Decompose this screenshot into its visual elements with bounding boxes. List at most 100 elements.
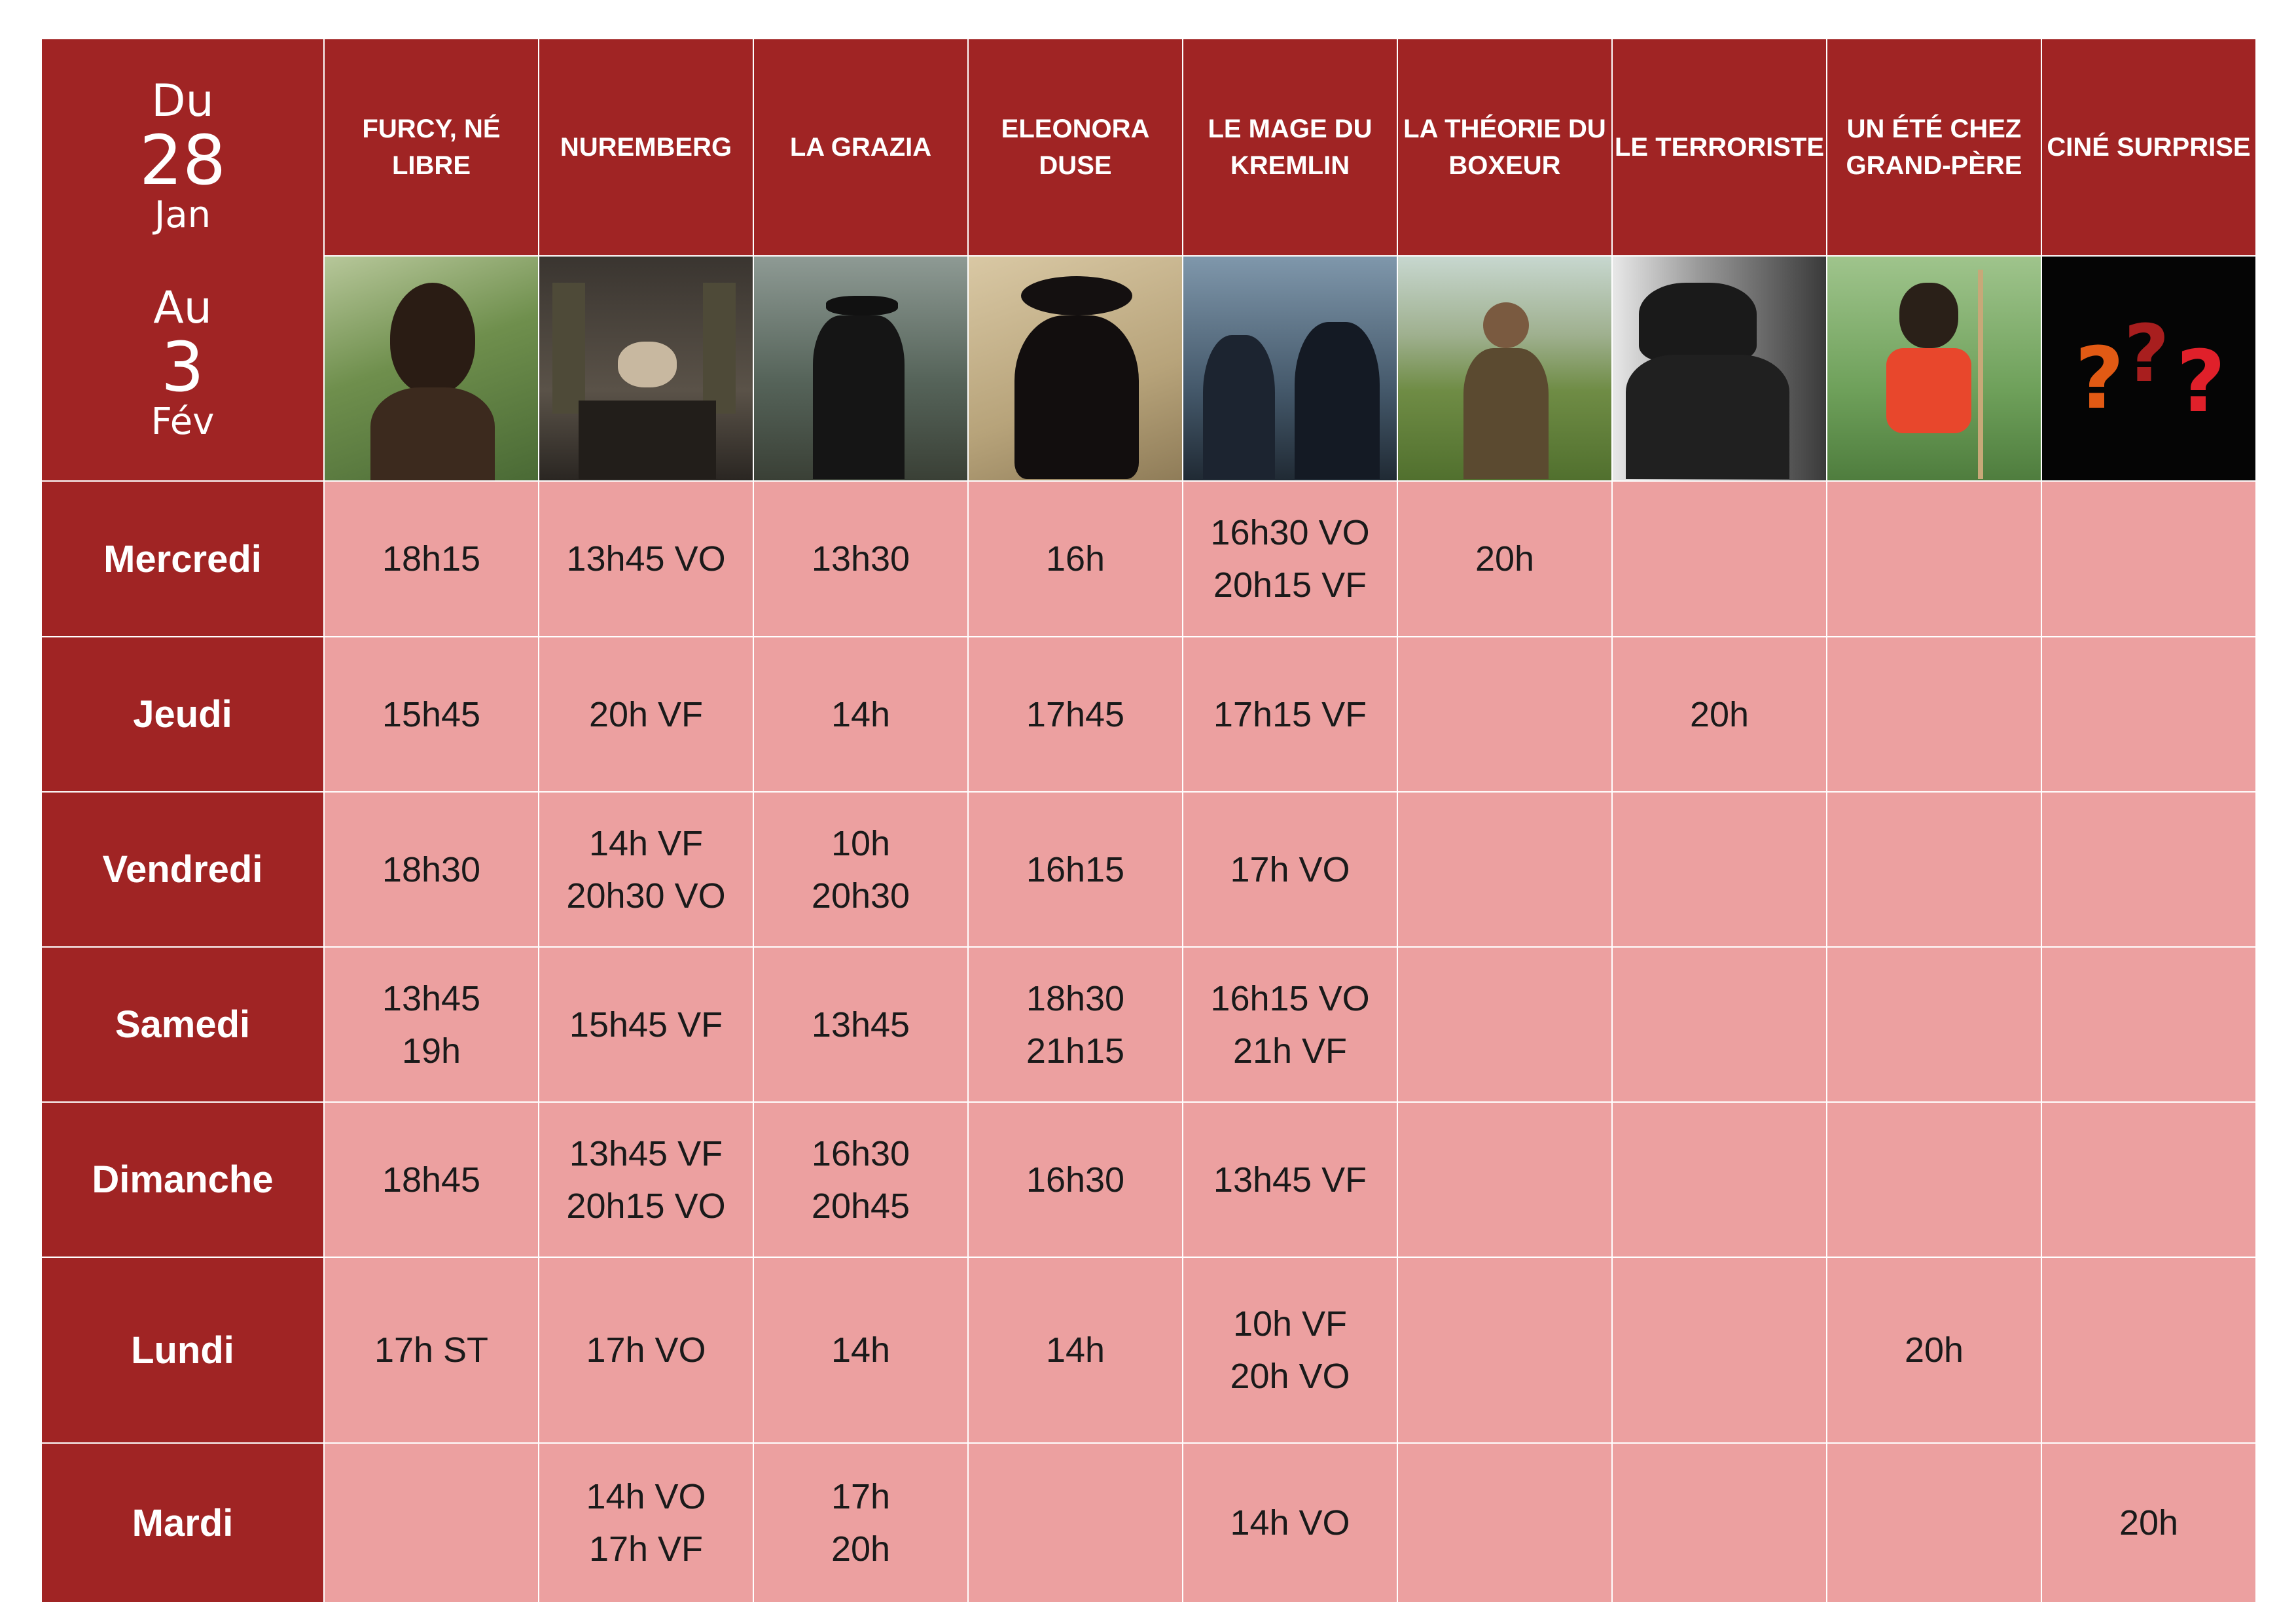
showtime-cell	[1826, 636, 2042, 793]
date-to: Au 3 Fév	[42, 286, 323, 440]
showtime-cell	[1826, 480, 2042, 637]
showtime-cell: 20h	[1611, 636, 1827, 793]
showtime-cell: 13h45	[753, 946, 969, 1103]
question-marks-icon: ? ? ?	[2041, 255, 2257, 482]
showtime-cell: 14h	[967, 1257, 1183, 1444]
showtime-cell: 16h30 VO 20h15 VF	[1182, 480, 1398, 637]
showtime-cell: 17h45	[967, 636, 1183, 793]
showtime-cell	[2041, 1257, 2257, 1444]
poster-row: ? ? ?	[41, 255, 2257, 482]
film-title: LE MAGE DU KREMLIN	[1182, 38, 1398, 257]
showtime-cell: 14h VO	[1182, 1442, 1398, 1603]
day-label: Lundi	[41, 1257, 325, 1444]
showtime-cell: 10h 20h30	[753, 791, 969, 948]
showtime-cell	[1611, 791, 1827, 948]
day-row: Samedi 13h45 19h 15h45 VF 13h45 18h30 21h1…	[41, 946, 2257, 1103]
day-label: Mercredi	[41, 480, 325, 637]
showtime-cell: 20h	[1826, 1257, 2042, 1444]
showtime-cell	[1611, 1257, 1827, 1444]
showtime-cell: 14h VF 20h30 VO	[538, 791, 754, 948]
day-row: Mercredi 18h15 13h45 VO 13h30 16h 16h30 …	[41, 480, 2257, 637]
date-from-month: Jan	[154, 194, 211, 236]
showtime-cell: 16h	[967, 480, 1183, 637]
showtime-cell	[1611, 1101, 1827, 1258]
film-title: LE TERRORISTE	[1611, 38, 1827, 257]
date-to-day: 3	[160, 327, 205, 407]
man-in-grass-photo-icon	[323, 255, 539, 482]
man-in-field-photo-icon	[1397, 255, 1613, 482]
schedule-sheet: Du 28 Jan Au 3 Fév FURCY, NÉ LIBRE NUREM…	[41, 38, 2257, 1603]
showtime-cell	[2041, 791, 2257, 948]
showtime-cell: 14h	[753, 1257, 969, 1444]
showtime-cell: 18h30	[323, 791, 539, 948]
man-walking-road-photo-icon	[753, 255, 969, 482]
day-label: Mardi	[41, 1442, 325, 1603]
showtime-cell	[1611, 1442, 1827, 1603]
showtime-cell	[1826, 1442, 2042, 1603]
day-label: Jeudi	[41, 636, 325, 793]
schedule-table: Du 28 Jan Au 3 Fév FURCY, NÉ LIBRE NUREM…	[41, 38, 2257, 1603]
showtime-cell	[1397, 946, 1613, 1103]
showtime-cell: 17h ST	[323, 1257, 539, 1444]
showtime-cell	[1611, 480, 1827, 637]
showtime-cell: 14h VO 17h VF	[538, 1442, 754, 1603]
day-row: Mardi 14h VO 17h VF 17h 20h 14h VO 20h	[41, 1442, 2257, 1603]
day-label: Samedi	[41, 946, 325, 1103]
showtime-cell: 13h45 VO	[538, 480, 754, 637]
showtime-cell: 16h15 VO 21h VF	[1182, 946, 1398, 1103]
showtime-cell	[1397, 1101, 1613, 1258]
day-label: Vendredi	[41, 791, 325, 948]
showtime-cell	[1611, 946, 1827, 1103]
woman-in-hat-photo-icon	[967, 255, 1183, 482]
showtime-cell: 15h45 VF	[538, 946, 754, 1103]
day-row: Dimanche 18h45 13h45 VF 20h15 VO 16h30 20h…	[41, 1101, 2257, 1258]
showtime-cell: 16h30 20h45	[753, 1101, 969, 1258]
showtime-cell	[2041, 1101, 2257, 1258]
showtime-cell	[2041, 946, 2257, 1103]
date-to-month: Fév	[151, 401, 215, 443]
showtime-cell	[1397, 636, 1613, 793]
showtime-cell: 20h	[1397, 480, 1613, 637]
film-title-row: Du 28 Jan Au 3 Fév FURCY, NÉ LIBRE NUREM…	[41, 38, 2257, 482]
courtroom-photo-icon	[538, 255, 754, 482]
showtime-cell: 20h	[2041, 1442, 2257, 1603]
showtime-cell	[2041, 480, 2257, 637]
showtime-cell: 13h30	[753, 480, 969, 637]
showtime-cell	[1397, 1442, 1613, 1603]
showtime-cell: 18h30 21h15	[967, 946, 1183, 1103]
showtime-cell: 16h15	[967, 791, 1183, 948]
showtime-cell	[967, 1442, 1183, 1603]
showtime-cell	[1826, 791, 2042, 948]
film-title: LA THÉORIE DU BOXEUR	[1397, 38, 1613, 257]
showtime-cell: 18h45	[323, 1101, 539, 1258]
film-title: UN ÉTÉ CHEZ GRAND-PÈRE	[1826, 38, 2042, 257]
film-title: NUREMBERG	[538, 38, 754, 257]
showtime-cell: 16h30	[967, 1101, 1183, 1258]
date-range: Du 28 Jan Au 3 Fév	[41, 38, 325, 482]
date-from-word: Du	[151, 75, 214, 127]
showtime-cell: 13h45 19h	[323, 946, 539, 1103]
showtime-cell: 20h VF	[538, 636, 754, 793]
showtime-cell: 17h VO	[538, 1257, 754, 1444]
showtime-cell: 13h45 VF 20h15 VO	[538, 1101, 754, 1258]
men-in-suits-photo-icon	[1182, 255, 1398, 482]
showtime-cell	[1397, 791, 1613, 948]
film-title: ELEONORA DUSE	[967, 38, 1183, 257]
showtime-cell	[1826, 1101, 2042, 1258]
showtime-cell: 15h45	[323, 636, 539, 793]
showtime-cell	[1397, 1257, 1613, 1444]
day-row: Vendredi 18h30 14h VF 20h30 VO 10h 20h30 1…	[41, 791, 2257, 948]
date-from-day: 28	[139, 120, 226, 200]
day-label: Dimanche	[41, 1101, 325, 1258]
man-with-rifle-photo-icon	[1611, 255, 1827, 482]
date-to-word: Au	[153, 282, 212, 334]
showtime-cell: 13h45 VF	[1182, 1101, 1398, 1258]
boy-in-field-photo-icon	[1826, 255, 2042, 482]
day-row: Lundi 17h ST 17h VO 14h 14h 10h VF 20h VO…	[41, 1257, 2257, 1444]
showtime-cell: 17h 20h	[753, 1442, 969, 1603]
showtime-cell	[323, 1442, 539, 1603]
showtime-cell	[2041, 636, 2257, 793]
date-from: Du 28 Jan	[42, 79, 323, 234]
showtime-cell: 14h	[753, 636, 969, 793]
showtime-cell: 10h VF 20h VO	[1182, 1257, 1398, 1444]
